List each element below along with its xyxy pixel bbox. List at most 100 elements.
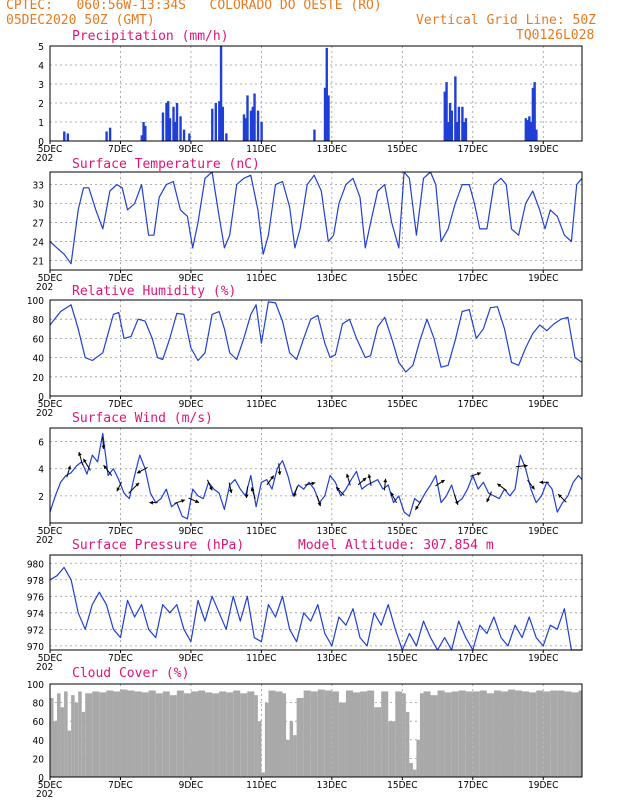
temperature-xtick: 9DEC — [179, 273, 204, 284]
cloud-column — [78, 691, 82, 777]
precip-bar — [211, 108, 214, 141]
cloud-column — [508, 689, 516, 777]
precip-bar — [251, 106, 254, 141]
precip-bar — [443, 91, 446, 141]
precip-bar — [253, 93, 256, 141]
cloud-column — [268, 690, 276, 777]
precip-bar — [174, 122, 177, 141]
wind-arrow-head — [195, 499, 199, 503]
precip-ytick: 4 — [38, 61, 44, 72]
precip-bar — [462, 122, 466, 141]
precip-bar — [105, 131, 108, 141]
precip-bar — [179, 116, 182, 141]
humidity-ytick: 100 — [27, 296, 44, 307]
precip-xtick: 17DEC — [458, 144, 488, 155]
cloud-ytick: 100 — [27, 680, 44, 691]
cloud-column — [127, 690, 135, 777]
humidity-ytick: 20 — [33, 373, 45, 384]
cloud-column — [557, 690, 565, 777]
temperature-xtick: 13DEC — [317, 273, 347, 284]
pressure-series-line — [49, 566, 582, 651]
cloud-column — [106, 690, 114, 777]
precip-bar — [535, 129, 538, 141]
humidity-xtick: 19DEC — [528, 399, 558, 410]
temperature-ytick: 27 — [33, 219, 44, 230]
humidity-xtick: 15DEC — [387, 399, 417, 410]
cloud-column — [352, 692, 361, 777]
precip-bar — [454, 76, 457, 141]
precip-bar — [175, 103, 179, 141]
cloud-column — [479, 690, 487, 777]
wind-arrow-head — [228, 489, 233, 494]
temperature-year-label: 202 — [36, 282, 53, 293]
model-altitude-label: Model Altitude: 307.854 m — [298, 538, 494, 553]
precip-bar — [246, 95, 249, 141]
cloud-column — [515, 690, 523, 777]
cloud-year-label: 202 — [36, 789, 53, 800]
precip-bar — [167, 101, 170, 141]
wind-arrow-head — [78, 452, 82, 456]
wind-ytick: 6 — [38, 438, 44, 449]
precip-xtick: 13DEC — [317, 144, 347, 155]
wind-arrow-head — [250, 487, 255, 492]
cloud-column — [395, 691, 403, 777]
cloud-column — [92, 691, 100, 777]
cloud-column — [345, 690, 353, 777]
precip-bar — [455, 122, 459, 141]
cloud-column — [564, 691, 572, 777]
cloud-column — [536, 690, 544, 777]
precip-bar — [256, 110, 260, 141]
precip-bar — [249, 110, 253, 141]
precip-ytick: 2 — [38, 99, 44, 110]
precip-xtick: 7DEC — [108, 144, 133, 155]
precip-bar — [526, 120, 529, 141]
cloud-column — [289, 721, 294, 777]
cloud-column — [550, 690, 558, 777]
pressure-ytick: 974 — [27, 609, 44, 620]
temperature-ytick: 30 — [33, 200, 45, 211]
precip-bar — [165, 103, 168, 141]
cloud-column — [176, 690, 184, 777]
precip-bar — [448, 103, 452, 141]
cloud-column — [437, 690, 445, 777]
cloud-column — [219, 691, 227, 777]
wind-xtick: 15DEC — [387, 526, 417, 537]
humidity-xtick: 9DEC — [179, 399, 204, 410]
precip-bar — [528, 116, 531, 141]
wind-arrow-head — [293, 492, 297, 497]
precip-bar — [529, 122, 533, 141]
precip-bar — [445, 82, 448, 141]
humidity-ytick: 0 — [38, 392, 44, 403]
cloud-column — [465, 691, 473, 777]
wind-arrow-head — [345, 473, 350, 478]
wind-arrow-head — [336, 487, 340, 492]
precip-bar — [219, 46, 223, 141]
humidity-ytick: 60 — [33, 334, 45, 345]
cloud-column — [409, 763, 413, 777]
cloud-column — [405, 711, 410, 777]
cloud-frame — [49, 683, 583, 778]
cloud-ytick: 40 — [33, 736, 45, 747]
cloud-xtick: 19DEC — [528, 780, 558, 791]
wind-arrow-head — [83, 458, 87, 463]
humidity-xtick: 11DEC — [246, 399, 276, 410]
wind-arrow-head — [103, 465, 108, 470]
wind-arrow-head — [486, 498, 490, 503]
precip-xtick: 9DEC — [179, 144, 204, 155]
wind-series-line — [49, 432, 583, 520]
cloud-xtick: 7DEC — [108, 780, 133, 791]
precip-bar — [214, 103, 217, 141]
humidity-title: Relative Humidity (%) — [72, 284, 237, 299]
cloud-column — [423, 691, 431, 777]
wind-arrow-head — [181, 499, 185, 503]
cloud-column — [67, 730, 72, 777]
cloud-column — [388, 721, 396, 777]
cloud-column — [183, 693, 191, 777]
cloud-column — [419, 693, 424, 777]
cloud-column — [275, 691, 283, 777]
wind-arrow-head — [539, 480, 544, 485]
wind-arrow-head — [440, 480, 445, 484]
cloud-column — [141, 692, 149, 777]
wind-xtick: 11DEC — [246, 526, 276, 537]
cloud-column — [155, 693, 163, 777]
